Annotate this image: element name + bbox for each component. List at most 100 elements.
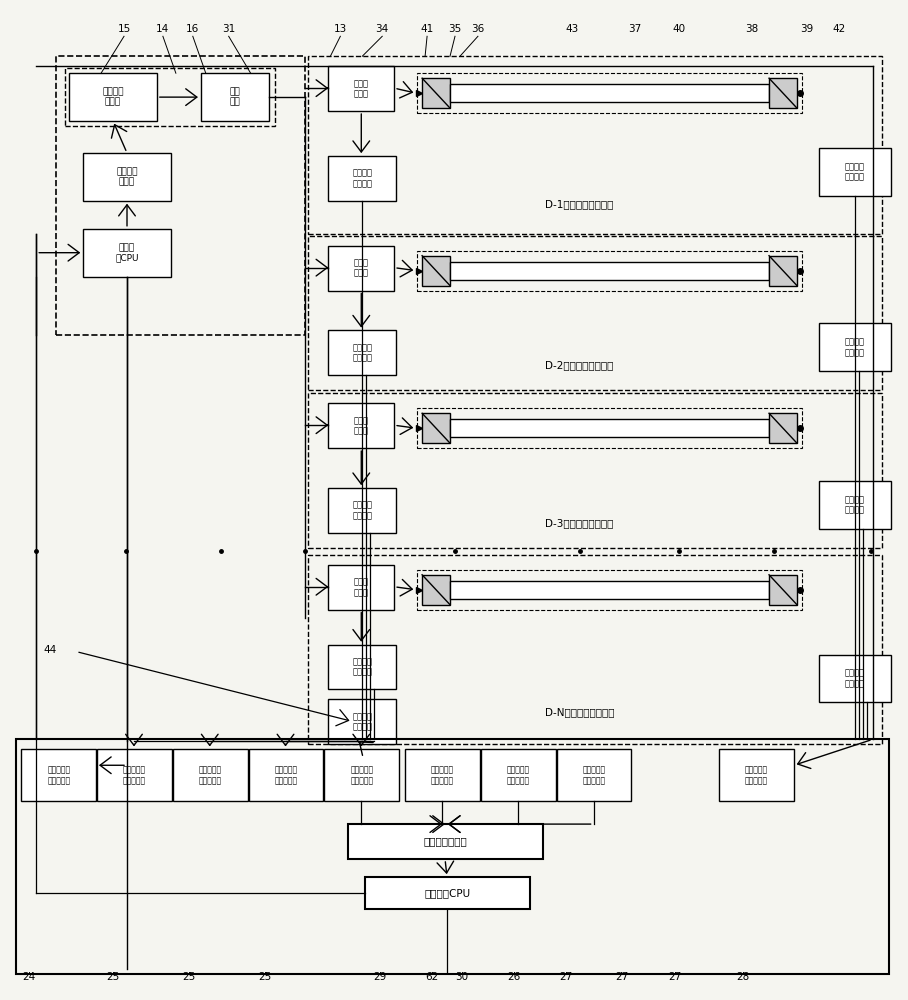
Bar: [173, 749, 248, 801]
Text: 16: 16: [186, 24, 200, 34]
Text: 信号处理CPU: 信号处理CPU: [424, 888, 470, 898]
Polygon shape: [422, 256, 450, 286]
Bar: [450, 84, 769, 102]
Bar: [557, 749, 631, 801]
Polygon shape: [769, 575, 797, 605]
Bar: [309, 56, 882, 234]
Text: 62: 62: [426, 972, 439, 982]
Text: 42: 42: [833, 24, 845, 34]
Text: 15: 15: [117, 24, 131, 34]
Text: 单级前置
光探测器: 单级前置 光探测器: [352, 169, 372, 188]
Bar: [329, 488, 396, 533]
Bar: [329, 330, 396, 375]
Text: 单级平行
光探测器: 单级平行 光探测器: [844, 338, 864, 357]
Bar: [84, 153, 171, 201]
Text: 平行矢量信
号锁定单元: 平行矢量信 号锁定单元: [507, 766, 530, 785]
Text: 41: 41: [420, 24, 434, 34]
Bar: [329, 246, 394, 291]
Bar: [16, 739, 889, 974]
Bar: [450, 581, 769, 599]
Text: 25: 25: [258, 972, 271, 982]
Text: 34: 34: [376, 24, 389, 34]
Text: 单级后置
光探测器: 单级后置 光探测器: [352, 712, 372, 732]
Text: 单级平行
光探测器: 单级平行 光探测器: [844, 495, 864, 515]
Text: 单级光
分路器: 单级光 分路器: [354, 578, 369, 597]
Text: 单级前置
光探测器: 单级前置 光探测器: [352, 501, 372, 520]
Text: D-3单级磁光传感单元: D-3单级磁光传感单元: [546, 518, 614, 528]
Text: 27: 27: [559, 972, 572, 982]
Bar: [417, 251, 802, 291]
Text: D-2单级磁光传感单元: D-2单级磁光传感单元: [546, 360, 614, 370]
Bar: [65, 68, 274, 126]
Text: 前置信号成
分分离单元: 前置信号成 分分离单元: [274, 766, 298, 785]
Text: 25: 25: [183, 972, 195, 982]
Polygon shape: [422, 78, 450, 108]
Bar: [450, 419, 769, 437]
Text: 30: 30: [456, 972, 469, 982]
Bar: [309, 555, 882, 744]
Polygon shape: [422, 413, 450, 443]
Text: 前置信号成
分分离单元: 前置信号成 分分离单元: [123, 766, 146, 785]
Bar: [819, 655, 891, 702]
Text: 36: 36: [471, 24, 485, 34]
Polygon shape: [769, 256, 797, 286]
Polygon shape: [769, 78, 797, 108]
Bar: [21, 749, 96, 801]
Bar: [819, 148, 891, 196]
Bar: [329, 645, 396, 689]
Text: 平行矢量信
号锁定单元: 平行矢量信 号锁定单元: [431, 766, 454, 785]
Bar: [201, 73, 269, 121]
Text: 13: 13: [334, 24, 347, 34]
Text: 单级光
分路器: 单级光 分路器: [354, 416, 369, 435]
Text: 44: 44: [44, 645, 56, 655]
Bar: [329, 699, 396, 744]
Bar: [84, 229, 171, 277]
Bar: [719, 749, 794, 801]
Text: 43: 43: [565, 24, 578, 34]
Text: 单级光
分路器: 单级光 分路器: [354, 258, 369, 278]
Text: 27: 27: [615, 972, 628, 982]
Polygon shape: [769, 413, 797, 443]
Text: 37: 37: [627, 24, 641, 34]
Text: 垂直矢量信
号锁定单元: 垂直矢量信 号锁定单元: [350, 766, 373, 785]
Bar: [450, 262, 769, 280]
Text: 27: 27: [668, 972, 682, 982]
Bar: [365, 877, 529, 909]
Text: 单级前置
光探测器: 单级前置 光探测器: [352, 343, 372, 363]
Bar: [329, 403, 394, 448]
Text: 26: 26: [508, 972, 520, 982]
Polygon shape: [422, 575, 450, 605]
Bar: [56, 56, 305, 335]
Bar: [417, 73, 802, 113]
Bar: [97, 749, 172, 801]
Text: 前置信号成
分分离单元: 前置信号成 分分离单元: [199, 766, 222, 785]
Text: 14: 14: [156, 24, 170, 34]
Text: 31: 31: [222, 24, 235, 34]
Text: 25: 25: [106, 972, 120, 982]
Bar: [309, 393, 882, 548]
Bar: [329, 66, 394, 111]
Text: 35: 35: [449, 24, 461, 34]
Text: 信号模数转换器: 信号模数转换器: [424, 837, 468, 847]
Text: D-1单级磁光传感单元: D-1单级磁光传感单元: [546, 199, 614, 209]
Text: 40: 40: [673, 24, 686, 34]
Bar: [329, 156, 396, 201]
Text: 信号功率
驱动器: 信号功率 驱动器: [103, 87, 123, 107]
Bar: [405, 749, 480, 801]
Bar: [417, 570, 802, 610]
Bar: [819, 481, 891, 529]
Text: 29: 29: [373, 972, 387, 982]
Text: 24: 24: [23, 972, 36, 982]
Bar: [329, 565, 394, 610]
Text: 光源控
制CPU: 光源控 制CPU: [115, 243, 139, 262]
Bar: [324, 749, 400, 801]
Text: 预制信号
发生器: 预制信号 发生器: [116, 167, 138, 187]
Bar: [349, 824, 543, 859]
Bar: [69, 73, 157, 121]
Text: 预制信号成
分分离单元: 预制信号成 分分离单元: [47, 766, 70, 785]
Text: 单级平行
光探测器: 单级平行 光探测器: [844, 162, 864, 182]
Text: 平行矢量信
号锁定单元: 平行矢量信 号锁定单元: [583, 766, 606, 785]
Text: 调制
光源: 调制 光源: [230, 87, 240, 107]
Text: 39: 39: [800, 24, 814, 34]
Bar: [481, 749, 556, 801]
